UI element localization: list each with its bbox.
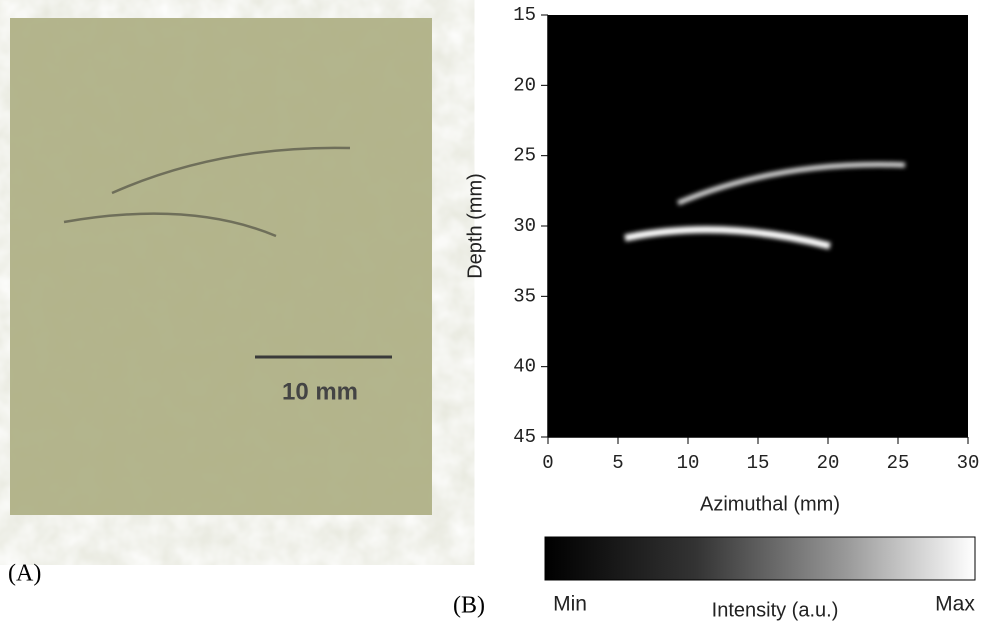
y-tick-label: 35 — [513, 285, 536, 307]
y-axis-label: Depth (mm) — [464, 173, 486, 279]
x-tick-label: 20 — [817, 452, 840, 474]
x-tick-label: 5 — [612, 452, 623, 474]
colorbar-max: Max — [935, 593, 975, 616]
echo — [624, 162, 906, 250]
axes: 0 5 10 15 20 25 30 15 20 25 30 35 40 45 — [513, 4, 979, 474]
colorbar — [544, 536, 976, 581]
x-tick-label: 25 — [887, 452, 910, 474]
x-tick-label: 0 — [542, 452, 553, 474]
x-axis-label: Azimuthal (mm) — [700, 493, 840, 515]
x-tick-label: 30 — [957, 452, 980, 474]
y-tick-label: 30 — [513, 215, 536, 237]
photo: 10 mm — [10, 18, 432, 515]
panel-label: (B) — [453, 593, 485, 619]
y-tick-label: 45 — [513, 426, 536, 448]
y-tick-label: 15 — [513, 4, 536, 26]
y-tick-label: 20 — [513, 74, 536, 96]
x-tick-label: 10 — [677, 452, 700, 474]
x-tick-label: 15 — [747, 452, 770, 474]
colorbar-label: Intensity (a.u.) — [712, 599, 839, 621]
panel-label: (A) — [8, 561, 41, 587]
scale-bar-label: 10 mm — [282, 378, 358, 405]
ultrasound-image — [548, 15, 968, 437]
y-tick-label: 40 — [513, 356, 536, 378]
y-tick-label: 25 — [513, 145, 536, 167]
colorbar-min: Min — [553, 593, 587, 616]
